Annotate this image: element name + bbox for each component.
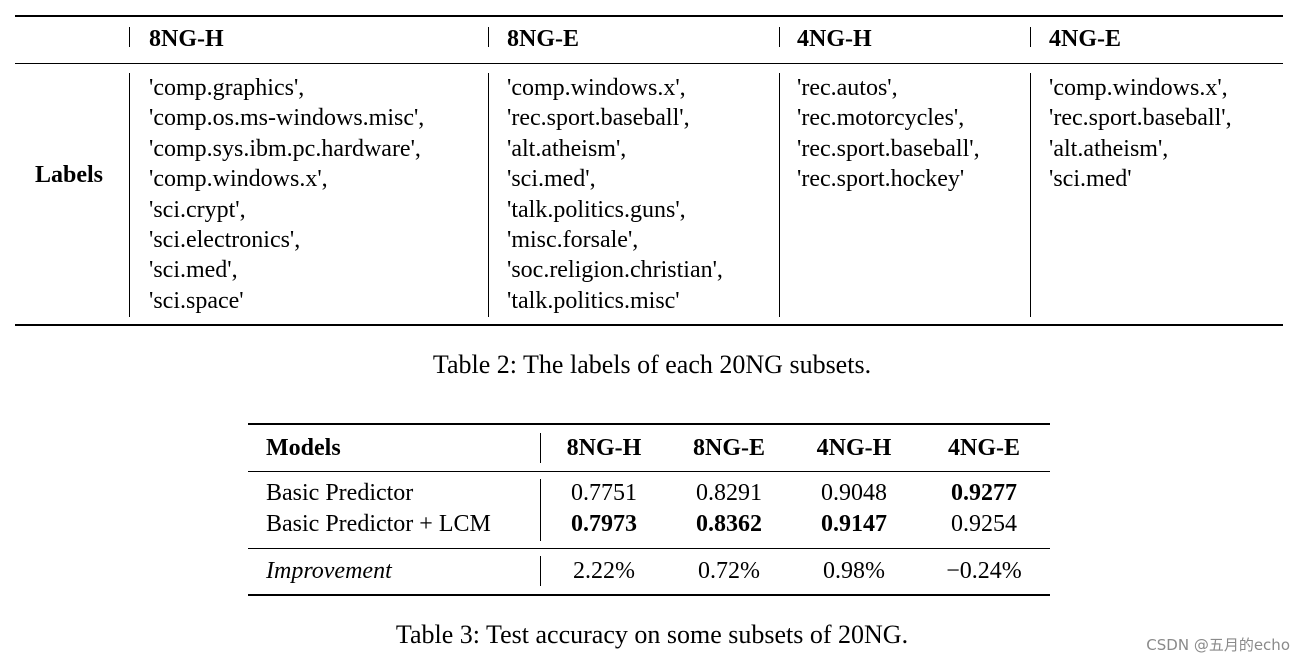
accuracy-table: Models 8NG-H 8NG-E 4NG-H 4NG-E Basic Pre…: [248, 423, 1050, 596]
header-models: Models: [266, 435, 341, 461]
label-item: 'talk.politics.misc': [507, 287, 680, 314]
accuracy-value: 0.9254: [951, 511, 1017, 537]
column-divider: [540, 433, 541, 463]
column-divider: [779, 27, 780, 47]
accuracy-value: 0.7751: [571, 480, 637, 506]
column-header-8ng-e: 8NG-E: [507, 26, 579, 52]
table2-caption: Table 2: The labels of each 20NG subsets…: [432, 350, 872, 379]
improvement-value: 0.98%: [823, 558, 885, 584]
watermark: CSDN @五月的echo: [1146, 636, 1290, 654]
column-divider: [488, 73, 489, 317]
column-divider: [488, 27, 489, 47]
accuracy-value-best: 0.9147: [821, 511, 887, 537]
accuracy-value-best: 0.9277: [951, 480, 1017, 506]
column-divider: [129, 73, 130, 317]
model-name: Basic Predictor: [266, 480, 414, 506]
labels-cell-4ng-e: 'comp.windows.x', 'rec.sport.baseball', …: [1049, 73, 1232, 195]
label-item: 'comp.windows.x',: [507, 75, 686, 101]
label-item: 'sci.space': [149, 287, 244, 314]
label-item: 'comp.os.ms-windows.misc',: [149, 105, 425, 132]
label-item: 'sci.electronics',: [149, 227, 301, 254]
label-item: 'misc.forsale',: [507, 227, 639, 254]
header-rule: [15, 63, 1283, 64]
improvement-value: 0.72%: [698, 558, 760, 584]
improvement-value: 2.22%: [573, 558, 635, 584]
label-item: 'comp.graphics',: [149, 75, 305, 101]
label-item: 'comp.sys.ibm.pc.hardware',: [149, 135, 421, 162]
column-divider: [779, 73, 780, 317]
label-item: 'talk.politics.guns',: [507, 196, 686, 223]
label-item: 'sci.med',: [149, 257, 238, 284]
column-divider: [540, 479, 541, 541]
column-header-8ng-h: 8NG-H: [149, 26, 224, 52]
label-item: 'alt.atheism',: [1049, 135, 1169, 162]
column-header-4ng-h: 4NG-H: [797, 26, 872, 52]
label-item: 'alt.atheism',: [507, 135, 627, 162]
label-item: 'comp.windows.x',: [1049, 75, 1228, 101]
label-item: 'soc.religion.christian',: [507, 257, 723, 284]
table3-caption: Table 3: Test accuracy on some subsets o…: [395, 620, 909, 649]
column-divider: [540, 556, 541, 586]
accuracy-value-best: 0.8362: [696, 511, 762, 537]
labels-cell-8ng-e: 'comp.windows.x', 'rec.sport.baseball', …: [507, 73, 723, 316]
accuracy-value: 0.9048: [821, 480, 887, 506]
label-item: 'rec.autos',: [797, 75, 898, 101]
column-divider: [1030, 27, 1031, 47]
header-8ng-e: 8NG-E: [693, 435, 765, 461]
label-item: 'rec.motorcycles',: [797, 105, 965, 132]
label-item: 'rec.sport.hockey': [797, 166, 965, 193]
labels-table: 8NG-H 8NG-E 4NG-H 4NG-E Labels 'comp.gra…: [15, 15, 1283, 326]
label-item: 'rec.sport.baseball',: [507, 105, 690, 132]
labels-cell-8ng-h: 'comp.graphics', 'comp.os.ms-windows.mis…: [149, 73, 424, 316]
label-item: 'rec.sport.baseball',: [797, 135, 980, 162]
header-rule: [248, 471, 1050, 472]
labels-cell-4ng-h: 'rec.autos', 'rec.motorcycles', 'rec.spo…: [797, 73, 980, 195]
header-4ng-h: 4NG-H: [816, 435, 892, 461]
label-item: 'rec.sport.baseball',: [1049, 105, 1232, 132]
label-item: 'sci.med': [1049, 166, 1132, 193]
column-divider: [1030, 73, 1031, 317]
label-item: 'sci.med',: [507, 166, 596, 193]
header-4ng-e: 4NG-E: [948, 435, 1020, 461]
accuracy-value: 0.8291: [696, 480, 762, 506]
column-divider: [129, 27, 130, 47]
accuracy-value-best: 0.7973: [571, 511, 637, 537]
header-8ng-h: 8NG-H: [566, 435, 642, 461]
improvement-label: Improvement: [266, 558, 392, 584]
label-item: 'comp.windows.x',: [149, 166, 328, 193]
model-name: Basic Predictor + LCM: [266, 511, 491, 537]
label-item: 'sci.crypt',: [149, 196, 246, 223]
improvement-value: −0.24%: [946, 558, 1022, 584]
improvement-rule: [248, 548, 1050, 549]
row-label: Labels: [35, 162, 104, 188]
column-header-4ng-e: 4NG-E: [1049, 26, 1121, 52]
